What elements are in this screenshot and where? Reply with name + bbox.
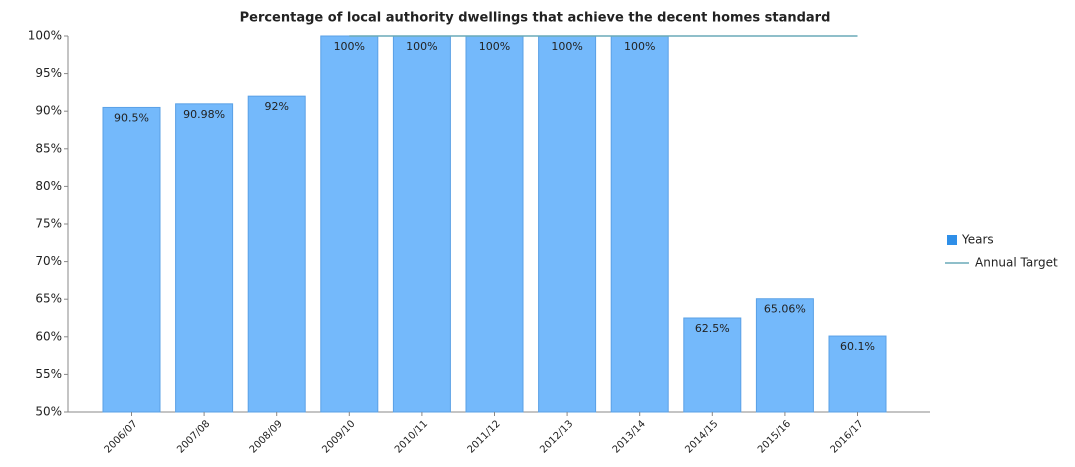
- x-tick-label: 2009/10: [320, 418, 357, 455]
- legend-label: Years: [961, 233, 994, 247]
- y-tick-label: 65%: [35, 292, 62, 306]
- bar: [610, 35, 669, 413]
- legend-swatch: [947, 235, 957, 245]
- value-label: 100%: [406, 40, 437, 53]
- x-tick-label: 2008/09: [248, 418, 285, 455]
- value-label: 65.06%: [764, 303, 806, 316]
- bar: [683, 317, 742, 413]
- x-tick-label: 2016/17: [829, 418, 866, 455]
- y-tick-label: 95%: [35, 66, 62, 80]
- bar: [392, 35, 451, 413]
- y-tick-label: 80%: [35, 179, 62, 193]
- bar: [320, 35, 379, 413]
- x-tick-label: 2007/08: [175, 418, 212, 455]
- value-label: 100%: [479, 40, 510, 53]
- y-tick-label: 90%: [35, 104, 62, 118]
- bar: [175, 103, 234, 413]
- bar: [102, 106, 161, 413]
- bar: [538, 35, 597, 413]
- y-tick-label: 60%: [35, 329, 62, 343]
- value-label: 62.5%: [695, 322, 730, 335]
- bar: [828, 335, 887, 413]
- value-label: 90.98%: [183, 108, 225, 121]
- x-tick-label: 2013/14: [611, 418, 648, 455]
- value-label: 100%: [334, 40, 365, 53]
- x-tick-label: 2006/07: [103, 418, 140, 455]
- y-tick-label: 75%: [35, 217, 62, 231]
- value-label: 90.5%: [114, 111, 149, 124]
- y-tick-label: 55%: [35, 367, 62, 381]
- y-tick-label: 70%: [35, 254, 62, 268]
- x-tick-label: 2014/15: [683, 418, 720, 455]
- x-tick-label: 2010/11: [393, 418, 430, 455]
- y-tick-label: 85%: [35, 141, 62, 155]
- y-tick-label: 100%: [28, 29, 62, 43]
- bar: [755, 298, 814, 413]
- value-label: 100%: [551, 40, 582, 53]
- value-label: 60.1%: [840, 340, 875, 353]
- y-tick-label: 50%: [35, 405, 62, 419]
- bar: [465, 35, 524, 413]
- value-label: 92%: [264, 100, 288, 113]
- x-tick-label: 2015/16: [756, 418, 793, 455]
- legend-label: Annual Target: [975, 256, 1058, 270]
- value-label: 100%: [624, 40, 655, 53]
- chart-title: Percentage of local authority dwellings …: [240, 11, 831, 26]
- x-tick-label: 2011/12: [466, 418, 503, 455]
- x-tick-label: 2012/13: [538, 418, 575, 455]
- bar: [247, 95, 306, 413]
